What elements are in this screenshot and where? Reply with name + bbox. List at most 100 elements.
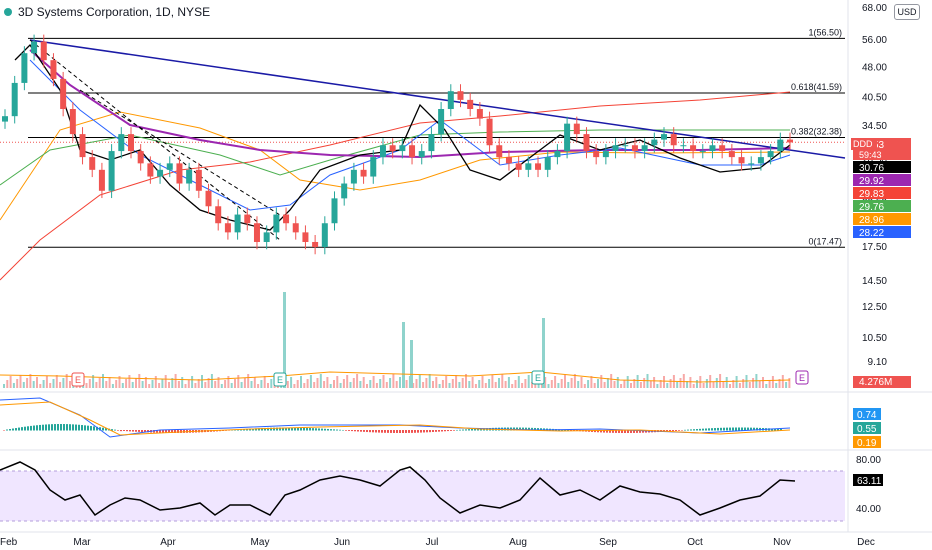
volume-bar (752, 378, 755, 388)
candle-body (554, 151, 561, 158)
volume-bar (316, 378, 319, 388)
candle-body (728, 151, 735, 158)
macd-histogram-bar (357, 430, 359, 432)
candle-body (535, 163, 542, 170)
candle-body (476, 109, 483, 119)
price-badge-value: 28.22 (859, 228, 884, 239)
volume-bar (52, 379, 55, 388)
volume-bar (603, 382, 606, 388)
volume-bar (201, 375, 203, 388)
volume-bar (69, 381, 71, 388)
volume-bar (336, 376, 339, 388)
price-tick-label: 28.50 (862, 155, 887, 166)
volume-bar (135, 378, 137, 388)
earnings-marker-icon (273, 372, 287, 387)
volume-bar (729, 384, 731, 388)
volume-bar (369, 380, 372, 388)
macd-histogram-bar (627, 430, 629, 433)
candle-body (787, 139, 793, 143)
macd-histogram-bar (297, 427, 299, 431)
volume-bar (105, 381, 108, 388)
earnings-marker-icon (71, 372, 85, 387)
volume-bar (243, 378, 246, 388)
volume-bar (448, 383, 451, 388)
volume-bar (580, 377, 583, 388)
candle-body (118, 134, 125, 152)
earnings-marker-icon (795, 370, 809, 385)
macd-histogram-bar (267, 427, 269, 431)
macd-histogram-bar (423, 430, 425, 433)
macd-histogram-bar (93, 426, 95, 431)
macd-histogram-bar (726, 427, 728, 431)
volume-bar (587, 380, 590, 388)
macd-histogram-bar (84, 425, 86, 431)
macd-histogram-bar (348, 430, 350, 431)
macd-histogram-bar (312, 428, 314, 431)
ma-200-line (0, 91, 791, 281)
volume-bar (59, 382, 62, 388)
volume-bar (531, 382, 533, 388)
volume-bar (230, 383, 233, 388)
earnings-marker-label: E (535, 373, 541, 383)
volume-bar (712, 382, 715, 388)
price-tick-label: 56.00 (862, 35, 887, 46)
macd-histogram-bar (417, 430, 419, 433)
price-tick-label: 34.50 (862, 121, 887, 132)
volume-bar (570, 378, 573, 388)
volume-bar (656, 384, 659, 388)
candle-body (31, 41, 38, 54)
macd-histogram-bar (735, 427, 737, 431)
volume-bar (102, 374, 104, 388)
macd-histogram-bar (540, 428, 542, 431)
macd-histogram-bar (72, 424, 74, 431)
macd-histogram-bar (438, 430, 440, 432)
volume-bar (19, 375, 22, 388)
volume-bar (141, 381, 144, 388)
volume-bar (408, 376, 411, 388)
currency-badge[interactable]: USD (894, 4, 920, 20)
ma-100-line (0, 111, 791, 221)
volume-bar (669, 379, 672, 388)
candle-body (292, 223, 299, 233)
volume-bar (85, 383, 88, 388)
macd-histogram-bar (633, 430, 635, 433)
candle-body (719, 145, 726, 152)
volume-bar (290, 377, 293, 388)
volume-bar (428, 374, 431, 388)
macd-histogram-bar (111, 429, 113, 431)
month-tick-label: Nov (773, 537, 791, 548)
volume-bar (633, 379, 636, 388)
macd-histogram-bar (120, 430, 122, 432)
macd-histogram-bar (435, 430, 437, 432)
volume-bar (663, 376, 665, 388)
volume-bar (267, 383, 269, 388)
volume-bar (597, 379, 599, 388)
volume-bar (247, 374, 250, 388)
candle-body (544, 157, 551, 170)
macd-histogram-bar (60, 424, 62, 431)
symbol-title: 3D Systems Corporation, 1D, NYSE (18, 5, 211, 19)
macd-histogram-bar (384, 430, 386, 433)
volume-bar (392, 374, 395, 388)
volume-bar (616, 377, 619, 388)
macd-histogram-bar (747, 427, 749, 431)
macd-histogram-bar (366, 430, 368, 433)
volume-bar (623, 380, 626, 388)
candle-body (612, 145, 619, 152)
volume-bar (217, 377, 220, 388)
volume-bar (293, 384, 296, 388)
candle-body (360, 169, 367, 177)
candle-body (98, 169, 105, 191)
volume-bar (55, 375, 58, 388)
macd-histogram-bar (300, 427, 302, 431)
candle-body (157, 169, 164, 177)
macd-histogram-bar (69, 424, 71, 431)
volume-bar (630, 383, 632, 388)
volume-bar (313, 382, 316, 388)
month-tick-label: Oct (687, 537, 703, 548)
volume-bar (214, 381, 217, 388)
macd-histogram-bar (246, 428, 248, 431)
macd-histogram-bar (282, 427, 284, 431)
volume-bar (125, 379, 128, 388)
